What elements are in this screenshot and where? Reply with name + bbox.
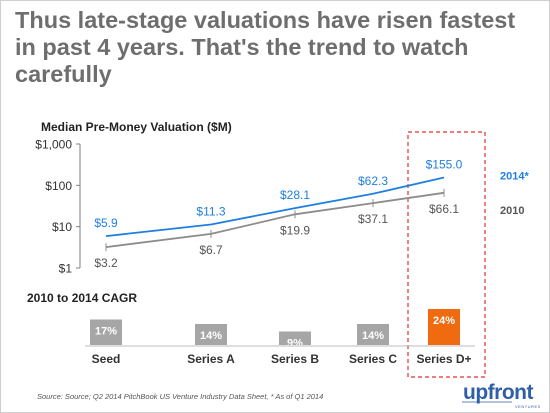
series-2010-data-label: $6.7 xyxy=(199,243,223,257)
x-category-label: Series B xyxy=(271,352,319,366)
legend-2010: 2010 xyxy=(500,205,524,217)
cagr-bar-label: 14% xyxy=(362,330,384,342)
slide-title: Thus late-stage valuations have risen fa… xyxy=(15,7,516,87)
y-tick-label: $1 xyxy=(59,262,73,276)
x-category-label: Series C xyxy=(349,352,397,366)
cagr-bar-label: 24% xyxy=(433,315,455,327)
x-category-label: Series A xyxy=(187,352,235,366)
series-2014-data-label: $62.3 xyxy=(358,174,388,188)
source-note: Source: Source; Q2 2014 PitchBook US Ven… xyxy=(37,392,324,401)
series-2010-data-label: $3.2 xyxy=(94,256,118,270)
upfront-logo: upfront xyxy=(463,381,533,404)
x-category-label: Seed xyxy=(92,352,121,366)
y-tick-label: $10 xyxy=(52,220,72,234)
legend-2014: 2014* xyxy=(500,170,529,182)
cagr-bar xyxy=(428,309,460,345)
x-category-label: Series D+ xyxy=(416,352,471,366)
series-2014-data-label: $11.3 xyxy=(196,204,225,218)
upfront-logo-subtext: VENTURES xyxy=(515,404,541,409)
series-2010-data-label: $37.1 xyxy=(358,212,388,226)
series-2014-data-label: $5.9 xyxy=(94,216,118,230)
cagr-bar xyxy=(90,319,122,345)
cagr-bar xyxy=(195,324,227,345)
series-2010-data-label: $66.1 xyxy=(429,202,459,216)
chart-title: Median Pre-Money Valuation ($M) xyxy=(41,120,232,134)
cagr-bar-label: 9% xyxy=(287,338,303,350)
cagr-bar-label: 17% xyxy=(95,326,117,338)
y-tick-label: $1,000 xyxy=(35,138,72,152)
cagr-bar-label: 14% xyxy=(200,330,222,342)
series-2010-data-label: $19.9 xyxy=(280,223,310,237)
series-2014-data-label: $155.0 xyxy=(426,157,463,171)
y-tick-label: $100 xyxy=(45,179,72,193)
series-2014-line xyxy=(105,176,445,237)
cagr-title: 2010 to 2014 CAGR xyxy=(27,291,138,305)
cagr-bar xyxy=(357,324,389,345)
cagr-bar xyxy=(279,331,311,345)
series-2010-line xyxy=(105,191,445,248)
highlight-box xyxy=(407,131,486,378)
series-2014-data-label: $28.1 xyxy=(280,188,310,202)
